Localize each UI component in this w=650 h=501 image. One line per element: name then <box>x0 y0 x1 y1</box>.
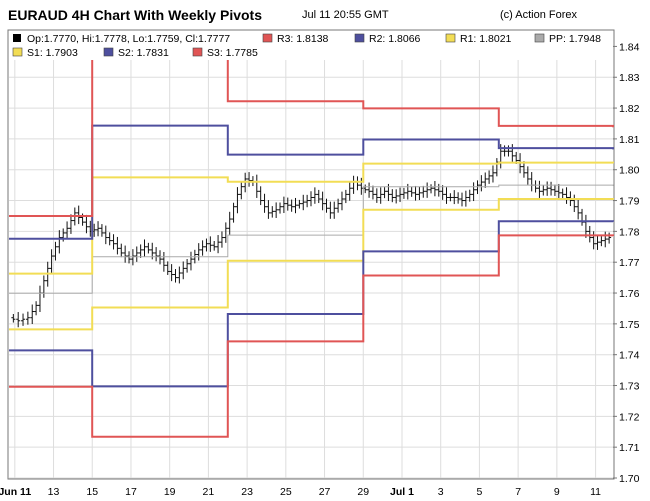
legend: Op:1.7770, Hi:1.7778, Lo:1.7759, Cl:1.77… <box>9 31 613 60</box>
legend-swatch-s3 <box>192 47 203 57</box>
legend-swatch-r3 <box>262 33 273 43</box>
y-tick-label: 1.76 <box>619 288 640 300</box>
legend-label-r3: R3: 1.8138 <box>277 33 329 45</box>
y-tick-label: 1.75 <box>619 319 640 331</box>
x-tick-label: 21 <box>203 486 215 498</box>
legend-swatch-s1 <box>12 47 23 57</box>
pivot-lines <box>9 45 614 438</box>
x-tick-label: 19 <box>164 486 176 498</box>
legend-swatch-r1 <box>445 33 456 43</box>
x-tick-label: 17 <box>125 486 137 498</box>
y-tick-label: 1.72 <box>619 411 640 423</box>
legend-swatch-r2 <box>354 33 365 43</box>
ohlc-summary: Op:1.7770, Hi:1.7778, Lo:1.7759, Cl:1.77… <box>27 33 230 45</box>
chart-credit: (c) Action Forex <box>500 9 578 21</box>
pivot-line-r3 <box>9 45 614 217</box>
x-tick-label: Jul 1 <box>390 486 414 498</box>
y-tick-label: 1.78 <box>619 226 640 238</box>
y-tick-label: 1.83 <box>619 72 640 84</box>
y-tick-label: 1.70 <box>619 473 640 485</box>
chart-header: EURAUD 4H Chart With Weekly Pivots Jul 1… <box>0 0 650 30</box>
x-tick-label: 27 <box>319 486 331 498</box>
legend-label-pp: PP: 1.7948 <box>549 33 601 45</box>
x-tick-label: 13 <box>48 486 60 498</box>
y-tick-label: 1.82 <box>619 103 640 115</box>
x-tick-label: 25 <box>280 486 292 498</box>
legend-label-r1: R1: 1.8021 <box>460 33 512 45</box>
x-tick-label: 23 <box>241 486 253 498</box>
y-tick-label: 1.84 <box>619 41 640 53</box>
legend-label-s2: S2: 1.7831 <box>118 47 169 59</box>
plot-frame <box>7 29 615 480</box>
y-tick-label: 1.80 <box>619 165 640 177</box>
legend-label-s3: S3: 1.7785 <box>207 47 258 59</box>
ohlc-marker <box>13 34 21 42</box>
legend-swatch-pp <box>534 33 545 43</box>
x-tick-label: 9 <box>554 486 560 498</box>
x-tick-label: Jun 11 <box>0 486 31 498</box>
legend-label-r2: R2: 1.8066 <box>369 33 421 45</box>
legend-swatch-s2 <box>103 47 114 57</box>
y-tick-label: 1.81 <box>619 134 640 146</box>
axes: 1.70 1.71 1.72 1.73 1.74 1.75 1.76 1.77 1.78 1.79… <box>0 41 640 498</box>
y-tick-label: 1.71 <box>619 442 640 454</box>
y-tick-label: 1.73 <box>619 381 640 393</box>
chart-title: EURAUD 4H Chart With Weekly Pivots <box>8 7 262 23</box>
legend-label-s1: S1: 1.7903 <box>27 47 78 59</box>
y-tick-label: 1.79 <box>619 196 640 208</box>
x-tick-label: 3 <box>438 486 444 498</box>
chart-timestamp: Jul 11 20:55 GMT <box>302 9 389 21</box>
x-tick-label: 5 <box>477 486 483 498</box>
x-tick-label: 7 <box>515 486 521 498</box>
y-tick-label: 1.74 <box>619 350 640 362</box>
x-tick-label: 11 <box>590 486 601 498</box>
x-tick-label: 29 <box>357 486 369 498</box>
pivot-line-s3 <box>9 234 614 438</box>
y-tick-label: 1.77 <box>619 257 640 269</box>
price-bars <box>11 144 612 328</box>
x-tick-label: 15 <box>86 486 98 498</box>
